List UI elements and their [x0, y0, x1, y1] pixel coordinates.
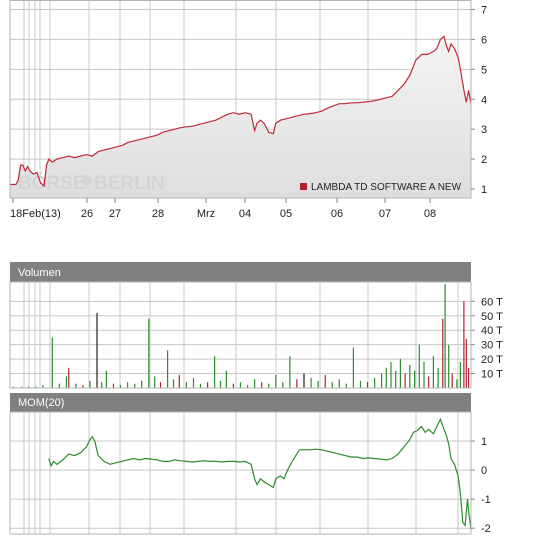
- y-tick-label: 6: [481, 34, 487, 46]
- momentum-panel-frame: [9, 411, 472, 535]
- volume-grid: [10, 282, 471, 388]
- y-tick-label: 7: [481, 4, 487, 16]
- x-tick-label: 27: [109, 208, 121, 220]
- momentum-panel: MOM(20) -2 -1 0 1: [9, 393, 491, 535]
- watermark-separator-icon: [80, 174, 93, 187]
- price-y-axis: 1 2 3 4 5 6 7: [471, 4, 487, 196]
- x-tick-label: Mrz: [197, 208, 215, 220]
- x-tick-label: 26: [81, 208, 93, 220]
- legend-swatch: [300, 183, 307, 190]
- volume-header-bar: [10, 262, 471, 282]
- volume-panel-frame: [9, 281, 472, 389]
- x-tick-label: 06: [331, 208, 343, 220]
- volume-title: Volumen: [18, 267, 61, 279]
- x-tick-label: 18Feb(13): [10, 208, 61, 220]
- volume-panel: Volumen 10 T 20 T 30 T 40 T 50 T 60 T: [9, 262, 503, 389]
- y-tick-label: 4: [481, 94, 487, 106]
- x-tick-label: 08: [424, 208, 436, 220]
- price-legend: LAMBDA TD SOFTWARE A NEW: [300, 182, 462, 193]
- momentum-series-line: [48, 417, 472, 530]
- watermark-right: BERLIN: [94, 173, 165, 194]
- momentum-y-axis: -2 -1 0 1: [471, 436, 491, 535]
- price-series-line: [10, 35, 472, 188]
- x-tick-label: 28: [152, 208, 164, 220]
- y-tick-label: -1: [481, 494, 491, 506]
- x-tick-label: 04: [239, 208, 251, 220]
- y-tick-label: 60 T: [481, 296, 503, 308]
- volume-bars: [12, 284, 470, 388]
- y-tick-label: 1: [481, 184, 487, 196]
- watermark-left: BÖRSE: [18, 173, 86, 194]
- price-panel: BÖRSE BERLIN 1 2 3 4 5 6 7 LAMBDA TD SOFTWARE …: [9, 0, 487, 199]
- momentum-header-bar: [10, 393, 471, 412]
- y-tick-label: 30 T: [481, 340, 503, 352]
- x-tick-label: 07: [379, 208, 391, 220]
- momentum-title: MOM(20): [18, 397, 64, 409]
- y-tick-label: 5: [481, 64, 487, 76]
- momentum-grid: [10, 412, 471, 534]
- y-tick-label: 0: [481, 465, 487, 477]
- y-tick-label: 10 T: [481, 369, 503, 381]
- y-tick-label: 20 T: [481, 354, 503, 366]
- legend-entry: LAMBDA TD SOFTWARE A NEW: [311, 182, 462, 193]
- y-tick-label: 50 T: [481, 311, 503, 323]
- y-tick-label: 3: [481, 124, 487, 136]
- x-tick-label: 05: [280, 208, 292, 220]
- y-tick-label: 2: [481, 154, 487, 166]
- volume-y-axis: 10 T 20 T 30 T 40 T 50 T 60 T: [471, 296, 503, 381]
- y-tick-label: 40 T: [481, 325, 503, 337]
- y-tick-label: -2: [481, 523, 491, 535]
- y-tick-label: 1: [481, 436, 487, 448]
- price-area-fill: [10, 36, 471, 199]
- date-axis: 18Feb(13) 26 27 28 Mrz 04 05 06 07 08: [10, 198, 436, 220]
